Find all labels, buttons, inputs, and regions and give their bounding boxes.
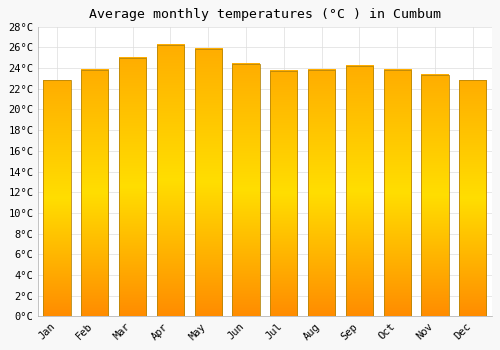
Bar: [232, 64, 260, 316]
Bar: [459, 80, 486, 316]
Bar: [270, 71, 297, 316]
Bar: [44, 80, 70, 316]
Bar: [384, 70, 411, 316]
Bar: [82, 70, 108, 316]
Title: Average monthly temperatures (°C ) in Cumbum: Average monthly temperatures (°C ) in Cu…: [89, 8, 441, 21]
Bar: [157, 45, 184, 316]
Bar: [194, 49, 222, 316]
Bar: [119, 58, 146, 316]
Bar: [422, 75, 448, 316]
Bar: [308, 70, 335, 316]
Bar: [346, 66, 373, 316]
